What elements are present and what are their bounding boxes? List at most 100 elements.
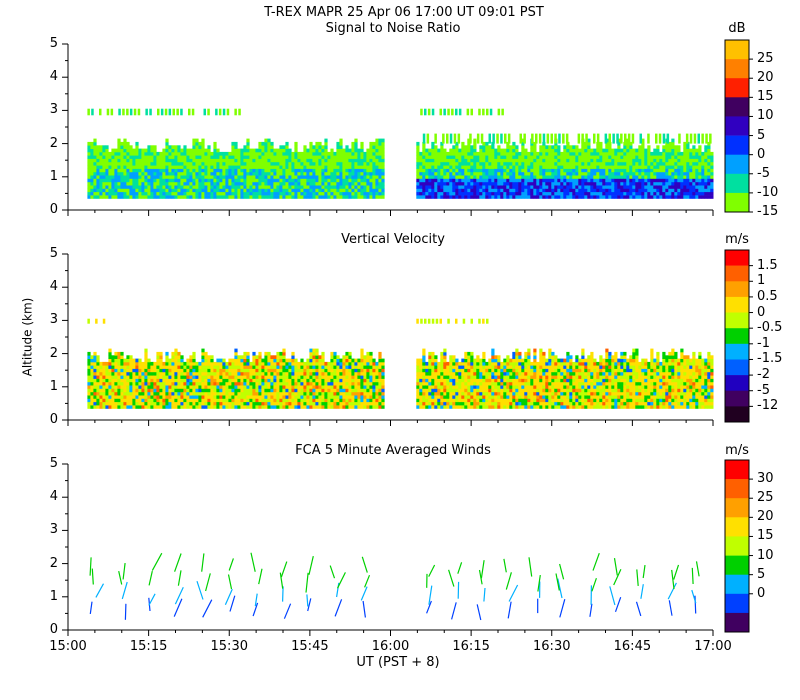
heatmap-cell: [201, 145, 205, 149]
heatmap-cell: [117, 371, 121, 376]
heatmap-cell: [605, 148, 609, 153]
heatmap-cell: [132, 148, 136, 153]
heatmap-cell: [111, 388, 115, 393]
heatmap-cell: [419, 378, 423, 383]
heatmap-cell: [461, 161, 465, 166]
heatmap-cell: [683, 141, 687, 146]
heatmap-cell: [312, 381, 316, 386]
heatmap-cell: [177, 171, 181, 176]
heatmap-cell: [575, 145, 579, 149]
heatmap-cell: [512, 145, 516, 149]
heatmap-cell: [419, 195, 423, 199]
heatmap-cell: [96, 158, 100, 163]
heatmap-cell: [171, 155, 175, 159]
heatmap-cell: [665, 185, 669, 189]
heatmap-cell: [120, 165, 124, 169]
heatmap-cell: [141, 378, 145, 383]
heatmap-cell: [261, 378, 265, 383]
heatmap-cell: [234, 181, 238, 186]
heatmap-cell: [297, 401, 301, 406]
heatmap-cell: [261, 361, 265, 366]
heatmap-cell: [279, 358, 283, 363]
heatmap-cell: [141, 401, 145, 406]
heatmap-cell: [291, 395, 295, 399]
heatmap-cell: [249, 165, 253, 169]
heatmap-cell: [204, 405, 208, 409]
heatmap-cell: [315, 158, 319, 163]
heatmap-cell: [629, 141, 633, 146]
heatmap-cell: [378, 138, 382, 143]
heatmap-cell: [297, 395, 301, 399]
heatmap-cell: [186, 158, 190, 163]
heatmap-cell: [279, 178, 283, 183]
heatmap-cell: [530, 185, 534, 189]
heatmap-cell: [204, 381, 208, 386]
heatmap-cell: [419, 381, 423, 386]
heatmap-cell: [476, 178, 480, 183]
heatmap-cell: [354, 375, 358, 379]
heatmap-cell: [533, 171, 537, 176]
heatmap-cell: [87, 175, 91, 179]
heatmap-cell: [470, 175, 474, 179]
heatmap-cell: [312, 195, 316, 199]
heatmap-cell: [569, 151, 573, 156]
heatmap-cell: [321, 168, 325, 173]
heatmap-cell: [416, 371, 420, 376]
heatmap-cell: [177, 358, 181, 363]
heatmap-cell: [381, 185, 385, 189]
heatmap-cell: [135, 358, 139, 363]
heatmap-cell: [381, 161, 385, 166]
heatmap-cell: [171, 365, 175, 369]
heatmap-cell: [351, 155, 355, 159]
heatmap-cell: [192, 385, 196, 389]
heatmap-cell: [303, 398, 307, 403]
heatmap-cell: [536, 195, 540, 199]
heatmap-cell: [443, 168, 447, 173]
heatmap-cell: [165, 365, 169, 369]
heatmap-cell: [219, 385, 223, 389]
heatmap-cell: [668, 151, 672, 156]
heatmap-cell: [222, 361, 226, 366]
heatmap-cell: [243, 351, 247, 356]
heatmap-cell: [330, 161, 334, 166]
heatmap-cell: [135, 165, 139, 169]
heatmap-cell: [428, 358, 432, 363]
heatmap-cell: [144, 375, 148, 379]
heatmap-cell: [243, 171, 247, 176]
heatmap-cell: [201, 378, 205, 383]
heatmap-cell: [641, 141, 645, 146]
heatmap-cell: [641, 165, 645, 169]
heatmap-cell: [419, 388, 423, 393]
heatmap-cell: [108, 395, 112, 399]
heatmap-cell: [354, 358, 358, 363]
heatmap-cell: [129, 378, 133, 383]
heatmap-cell: [120, 385, 124, 389]
heatmap-cell: [419, 398, 423, 403]
heatmap-cell: [258, 151, 262, 156]
heatmap-cell: [584, 148, 588, 153]
heatmap-cell: [443, 171, 447, 176]
heatmap-cell: [318, 191, 322, 196]
heatmap-cell: [318, 401, 322, 406]
heatmap-cell: [237, 175, 241, 179]
heatmap-cell: [662, 188, 666, 193]
heatmap-cell: [93, 165, 97, 169]
heatmap-cell: [542, 171, 546, 176]
heatmap-cell: [246, 365, 250, 369]
heatmap-cell: [159, 155, 163, 159]
heatmap-cell: [496, 133, 499, 144]
heatmap-cell: [228, 361, 232, 366]
heatmap-cell: [345, 405, 349, 409]
heatmap-cell: [504, 133, 507, 144]
heatmap-cell: [306, 371, 310, 376]
heatmap-cell: [461, 165, 465, 169]
heatmap-cell: [306, 388, 310, 393]
heatmap-cell: [147, 371, 151, 376]
heatmap-cell: [488, 133, 491, 144]
heatmap-cell: [461, 195, 465, 199]
heatmap-cell: [306, 161, 310, 166]
heatmap-cell: [291, 151, 295, 156]
heatmap-cell: [324, 175, 328, 179]
heatmap-cell: [632, 175, 636, 179]
heatmap-cell: [620, 158, 624, 163]
